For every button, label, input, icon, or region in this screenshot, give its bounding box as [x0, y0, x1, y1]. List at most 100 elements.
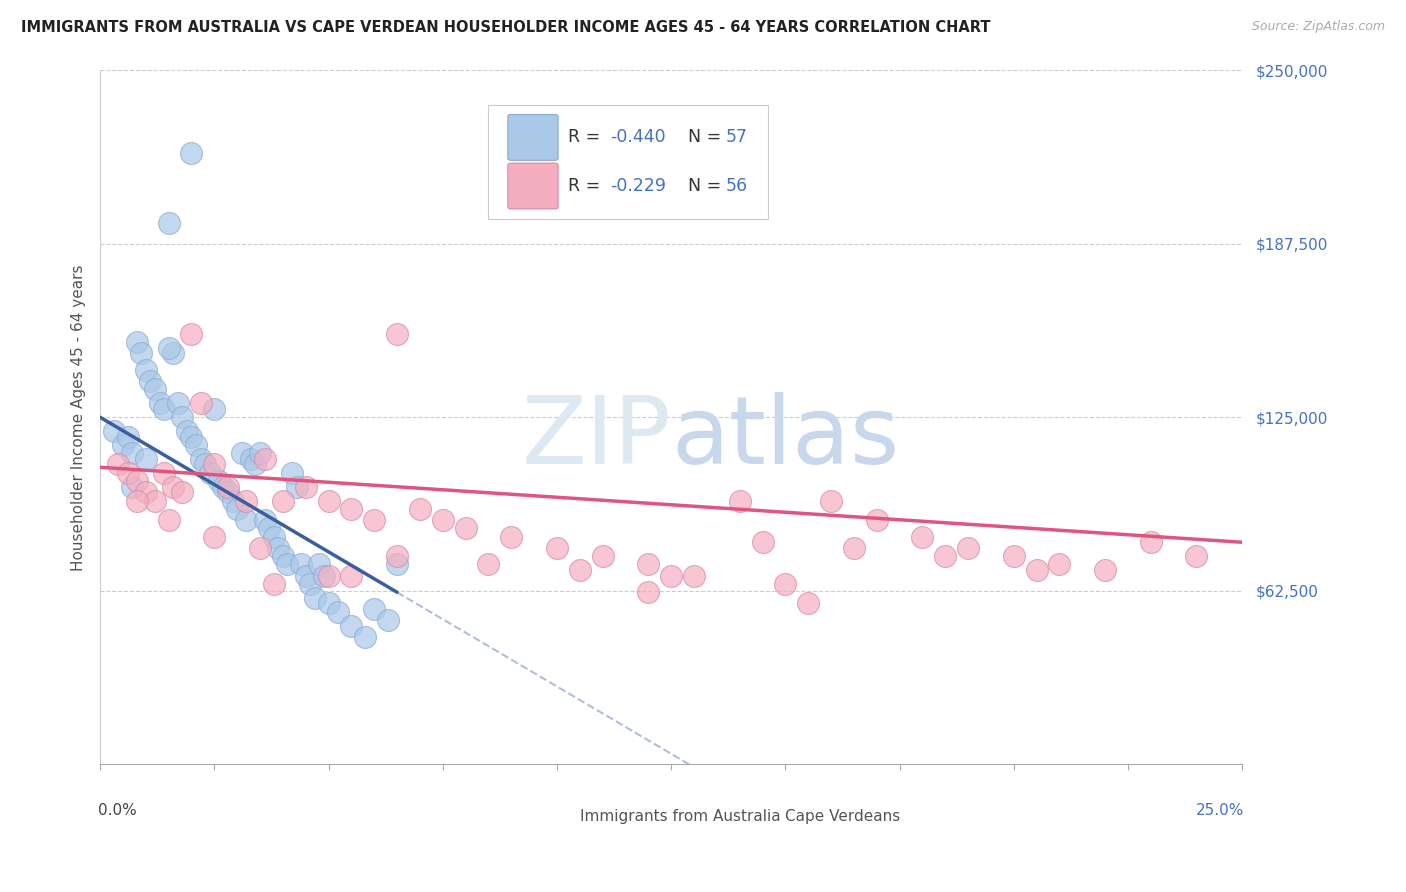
- Point: [176, 424, 198, 438]
- Point: [820, 493, 842, 508]
- Point: [477, 558, 499, 572]
- Point: [129, 346, 152, 360]
- Point: [194, 458, 217, 472]
- Point: [318, 596, 340, 610]
- Point: [312, 568, 335, 582]
- Text: N =: N =: [676, 177, 727, 195]
- Point: [257, 521, 280, 535]
- Y-axis label: Householder Income Ages 45 - 64 years: Householder Income Ages 45 - 64 years: [72, 264, 86, 571]
- Point: [354, 630, 377, 644]
- Point: [221, 493, 243, 508]
- Point: [180, 430, 202, 444]
- Point: [308, 558, 330, 572]
- Point: [866, 513, 889, 527]
- Point: [1094, 563, 1116, 577]
- Point: [294, 568, 316, 582]
- Text: -0.440: -0.440: [610, 128, 666, 146]
- Text: Cape Verdeans: Cape Verdeans: [786, 809, 901, 824]
- Point: [153, 466, 176, 480]
- Point: [281, 466, 304, 480]
- Text: R =: R =: [568, 128, 606, 146]
- Point: [568, 563, 591, 577]
- Point: [249, 541, 271, 555]
- Point: [249, 446, 271, 460]
- Point: [202, 530, 225, 544]
- Point: [267, 541, 290, 555]
- Point: [253, 513, 276, 527]
- Point: [592, 549, 614, 563]
- Point: [107, 458, 129, 472]
- Point: [637, 585, 659, 599]
- Point: [299, 577, 322, 591]
- Text: R =: R =: [568, 177, 606, 195]
- Point: [172, 410, 194, 425]
- FancyBboxPatch shape: [508, 163, 558, 209]
- Point: [294, 480, 316, 494]
- Point: [117, 430, 139, 444]
- Point: [231, 446, 253, 460]
- Point: [263, 530, 285, 544]
- Point: [318, 568, 340, 582]
- Point: [143, 493, 166, 508]
- Point: [125, 493, 148, 508]
- Point: [340, 502, 363, 516]
- Point: [143, 383, 166, 397]
- Point: [172, 485, 194, 500]
- Point: [212, 480, 235, 494]
- Point: [377, 613, 399, 627]
- Point: [217, 480, 239, 494]
- Point: [117, 466, 139, 480]
- Point: [139, 374, 162, 388]
- Point: [1185, 549, 1208, 563]
- Text: 57: 57: [725, 128, 748, 146]
- Point: [208, 474, 231, 488]
- Point: [385, 326, 408, 341]
- Point: [934, 549, 956, 563]
- Text: 56: 56: [725, 177, 748, 195]
- Text: Immigrants from Australia: Immigrants from Australia: [579, 809, 780, 824]
- FancyBboxPatch shape: [536, 799, 578, 834]
- FancyBboxPatch shape: [742, 799, 783, 834]
- Point: [157, 216, 180, 230]
- Point: [121, 446, 143, 460]
- Point: [135, 363, 157, 377]
- Point: [125, 474, 148, 488]
- Point: [253, 451, 276, 466]
- Point: [121, 480, 143, 494]
- Point: [226, 502, 249, 516]
- Point: [148, 396, 170, 410]
- Point: [363, 602, 385, 616]
- Point: [318, 493, 340, 508]
- Point: [432, 513, 454, 527]
- Text: 0.0%: 0.0%: [98, 803, 136, 818]
- Point: [162, 346, 184, 360]
- Point: [235, 513, 257, 527]
- Point: [1002, 549, 1025, 563]
- Point: [1025, 563, 1047, 577]
- Point: [157, 513, 180, 527]
- Point: [751, 535, 773, 549]
- Point: [239, 451, 262, 466]
- Point: [340, 568, 363, 582]
- Point: [180, 146, 202, 161]
- Point: [363, 513, 385, 527]
- Point: [135, 451, 157, 466]
- Point: [111, 438, 134, 452]
- Text: -0.229: -0.229: [610, 177, 666, 195]
- Point: [276, 558, 298, 572]
- Text: 25.0%: 25.0%: [1197, 803, 1244, 818]
- Point: [190, 396, 212, 410]
- Text: IMMIGRANTS FROM AUSTRALIA VS CAPE VERDEAN HOUSEHOLDER INCOME AGES 45 - 64 YEARS : IMMIGRANTS FROM AUSTRALIA VS CAPE VERDEA…: [21, 20, 991, 35]
- Point: [957, 541, 980, 555]
- Point: [501, 530, 523, 544]
- Point: [546, 541, 568, 555]
- Point: [385, 549, 408, 563]
- Point: [1139, 535, 1161, 549]
- Text: ZIP: ZIP: [522, 392, 671, 484]
- Point: [202, 458, 225, 472]
- Point: [728, 493, 751, 508]
- Point: [157, 341, 180, 355]
- Point: [637, 558, 659, 572]
- Point: [775, 577, 797, 591]
- Point: [683, 568, 706, 582]
